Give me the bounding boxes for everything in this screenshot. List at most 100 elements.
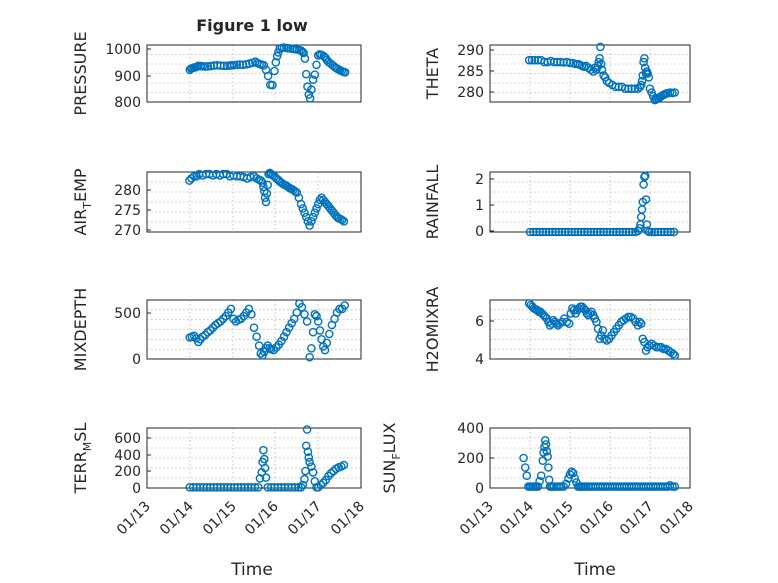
- data-point: [232, 60, 242, 70]
- data-point: [259, 445, 268, 455]
- y-tick-label: 270: [114, 223, 141, 239]
- data-point: [666, 227, 676, 237]
- data-point: [305, 457, 314, 467]
- data-point: [640, 54, 649, 63]
- data-point: [187, 174, 196, 183]
- axes-frame: [146, 427, 362, 489]
- data-point: [269, 345, 279, 355]
- data-point: [301, 441, 311, 451]
- data-point: [250, 482, 260, 492]
- y-tick-label: 2: [475, 172, 484, 188]
- data-point: [535, 476, 544, 486]
- data-point: [305, 221, 314, 230]
- y-tick-label: 290: [457, 43, 484, 59]
- data-point: [255, 474, 265, 483]
- data-point: [312, 60, 321, 70]
- data-point: [259, 186, 269, 196]
- data-point: [543, 452, 552, 461]
- data-point: [530, 55, 540, 65]
- data-point: [570, 227, 580, 237]
- y-axis-label: AIRTEMP: [71, 168, 94, 235]
- x-axis-label-right: Time: [573, 560, 616, 580]
- data-point: [308, 75, 318, 84]
- data-point: [284, 323, 294, 333]
- data-point: [206, 61, 216, 71]
- data-point: [544, 227, 554, 237]
- y-tick-label: 4: [475, 352, 484, 368]
- x-tick-label: 01/13: [457, 499, 497, 539]
- data-point: [252, 332, 261, 342]
- data-point: [216, 317, 225, 326]
- data-point: [522, 471, 532, 481]
- data-point: [594, 57, 604, 67]
- data-point: [236, 314, 246, 324]
- data-point: [535, 227, 544, 237]
- data-point: [627, 84, 636, 93]
- data-point: [277, 336, 286, 346]
- data-point: [556, 482, 566, 491]
- y-tick-label: 1: [475, 198, 484, 214]
- data-point: [208, 323, 218, 333]
- data-point: [300, 474, 309, 484]
- x-axis-label-left: Time: [230, 560, 273, 580]
- y-tick-label: 900: [114, 69, 141, 85]
- data-point: [300, 309, 309, 319]
- data-point: [340, 68, 350, 77]
- data-point: [615, 227, 624, 237]
- y-tick-label: 275: [114, 203, 141, 219]
- y-tick-label: 400: [457, 421, 484, 437]
- data-point: [668, 482, 677, 491]
- data-point: [596, 59, 606, 69]
- data-point: [670, 351, 680, 360]
- x-tick-label: 01/15: [537, 499, 577, 539]
- data-point: [570, 474, 580, 483]
- y-tick-label: 1000: [105, 42, 141, 58]
- data-point: [650, 227, 660, 237]
- y-tick-label: 0: [475, 224, 484, 240]
- data-point: [310, 208, 320, 217]
- data-point: [589, 227, 599, 237]
- data-point: [636, 319, 646, 328]
- data-point: [340, 301, 350, 310]
- subplot-1: 800 900 1000 PRESSURE: [71, 31, 362, 116]
- data-point: [308, 468, 318, 477]
- data-point: [302, 425, 312, 434]
- y-tick-label: 800: [114, 95, 141, 111]
- data-point: [312, 204, 321, 213]
- y-axis-label: MIXDEPTH: [71, 288, 90, 371]
- data-point: [586, 65, 596, 74]
- axes-frame: [146, 299, 362, 360]
- data-point: [307, 343, 316, 353]
- data-point: [189, 171, 199, 181]
- y-tick-label: 285: [457, 64, 484, 80]
- data-point: [299, 48, 308, 58]
- data-point: [294, 482, 303, 492]
- data-point: [669, 227, 679, 237]
- data-point: [260, 463, 270, 473]
- data-point: [552, 319, 561, 328]
- subplot-2: 280 285 290 THETA: [423, 42, 691, 105]
- data-point: [644, 227, 654, 237]
- data-point: [304, 90, 314, 99]
- data-point: [548, 227, 557, 237]
- data-point: [292, 308, 302, 317]
- data-point: [567, 227, 576, 237]
- data-point: [533, 482, 543, 491]
- data-point: [612, 227, 621, 237]
- x-tick-label: 01/17: [285, 499, 325, 539]
- x-tick-label: 01/15: [200, 499, 240, 539]
- data-point: [305, 352, 314, 362]
- x-tick-label: 01/13: [114, 499, 154, 539]
- data-point: [259, 182, 268, 192]
- axes-frame: [146, 171, 362, 233]
- y-axis-label: THETA: [423, 48, 442, 100]
- data-point: [656, 227, 666, 237]
- data-point: [253, 482, 263, 492]
- data-point: [576, 227, 586, 237]
- data-point: [668, 349, 678, 359]
- y-tick-label: 0: [132, 352, 141, 368]
- data-point: [298, 204, 308, 213]
- data-point: [235, 60, 245, 69]
- data-point: [296, 46, 306, 55]
